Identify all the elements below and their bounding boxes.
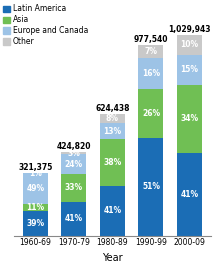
Text: 15%: 15% xyxy=(181,65,199,74)
Text: 41%: 41% xyxy=(65,214,83,223)
Text: 49%: 49% xyxy=(26,184,44,193)
Text: 24%: 24% xyxy=(65,160,83,169)
Text: 26%: 26% xyxy=(142,109,160,118)
Text: 8%: 8% xyxy=(106,114,119,123)
Bar xyxy=(177,55,202,85)
Legend: Latin America, Asia, Europe and Canada, Other: Latin America, Asia, Europe and Canada, … xyxy=(2,4,89,47)
Text: 41%: 41% xyxy=(181,190,199,199)
Bar xyxy=(23,173,48,174)
Bar xyxy=(23,174,48,204)
Bar xyxy=(61,152,86,154)
Bar xyxy=(177,153,202,235)
Bar xyxy=(23,211,48,235)
Bar xyxy=(61,202,86,235)
Bar xyxy=(138,58,164,89)
Bar xyxy=(61,154,86,174)
Bar xyxy=(138,138,164,235)
Text: 34%: 34% xyxy=(181,115,199,123)
Bar xyxy=(138,45,164,58)
Text: 977,540: 977,540 xyxy=(134,35,168,44)
Bar xyxy=(177,35,202,55)
Text: 16%: 16% xyxy=(142,69,160,78)
Text: 1%: 1% xyxy=(29,169,42,178)
Text: 41%: 41% xyxy=(103,206,121,215)
Text: 39%: 39% xyxy=(26,219,44,228)
Bar xyxy=(100,123,125,139)
Bar xyxy=(100,139,125,186)
Text: 11%: 11% xyxy=(26,203,44,212)
Bar xyxy=(177,85,202,153)
Bar xyxy=(23,204,48,211)
Text: 33%: 33% xyxy=(65,183,83,192)
X-axis label: Year: Year xyxy=(102,253,123,263)
Text: 424,820: 424,820 xyxy=(57,142,91,151)
Bar xyxy=(138,89,164,138)
Text: 321,375: 321,375 xyxy=(18,163,53,172)
Bar xyxy=(100,114,125,123)
Text: 10%: 10% xyxy=(181,40,199,49)
Text: 1,029,943: 1,029,943 xyxy=(168,25,211,34)
Text: 51%: 51% xyxy=(142,182,160,191)
Text: 624,438: 624,438 xyxy=(95,104,130,113)
Text: 38%: 38% xyxy=(103,158,122,167)
Text: 3%: 3% xyxy=(67,148,80,158)
Text: 13%: 13% xyxy=(103,127,121,136)
Bar xyxy=(100,186,125,235)
Bar xyxy=(61,174,86,202)
Text: 7%: 7% xyxy=(145,47,157,56)
